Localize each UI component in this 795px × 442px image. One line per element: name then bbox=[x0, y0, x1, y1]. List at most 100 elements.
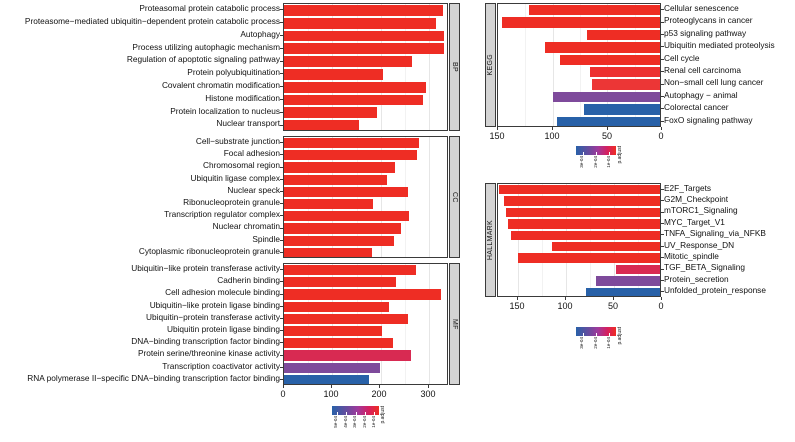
bar bbox=[499, 185, 660, 195]
category-tick bbox=[280, 190, 283, 192]
category-label: Ubiquitin−protein transferase activity bbox=[146, 311, 280, 322]
category-label: Protein serine/threonine kinase activity bbox=[137, 348, 280, 359]
category-tick bbox=[661, 188, 664, 190]
gridline-minor bbox=[580, 4, 581, 126]
category-label: Covalent chromatin modification bbox=[161, 80, 280, 90]
bar bbox=[284, 120, 359, 130]
facet-strip-bp: BP bbox=[449, 3, 460, 131]
facet-strip-label: KEGG bbox=[487, 54, 494, 76]
category-tick bbox=[280, 124, 283, 126]
facet-strip-kegg: KEGG bbox=[485, 3, 496, 127]
bar bbox=[284, 107, 377, 119]
bar bbox=[284, 56, 412, 67]
gridline-minor bbox=[357, 137, 358, 257]
bar bbox=[596, 276, 660, 286]
category-label: Colorectal cancer bbox=[664, 102, 729, 113]
category-tick bbox=[661, 222, 664, 224]
legend-tick-mark bbox=[582, 333, 584, 336]
legend-title: p.adjust bbox=[617, 327, 623, 345]
bar bbox=[284, 94, 423, 106]
legend-tick-label: 1e-04 bbox=[605, 337, 611, 349]
category-tick bbox=[661, 21, 664, 23]
axis-tick-label: 100 bbox=[323, 389, 339, 399]
category-tick bbox=[661, 58, 664, 60]
category-label: Cell−substrate junction bbox=[195, 135, 280, 146]
category-tick bbox=[280, 22, 283, 24]
gridline-major bbox=[381, 137, 382, 257]
bar bbox=[284, 30, 444, 42]
axis-tick-label: 0 bbox=[658, 301, 664, 311]
gridline-major bbox=[429, 4, 430, 130]
category-tick bbox=[661, 291, 664, 293]
panel-cc bbox=[283, 136, 448, 258]
legend-gradient bbox=[332, 406, 379, 415]
gridline-major bbox=[332, 4, 333, 130]
category-tick bbox=[280, 281, 283, 283]
gridline-major bbox=[553, 4, 554, 126]
bar bbox=[284, 17, 436, 29]
bar bbox=[284, 186, 408, 197]
category-tick bbox=[280, 305, 283, 307]
legend-title: p.adjust bbox=[617, 146, 623, 164]
category-label: Protein_secretion bbox=[664, 273, 729, 284]
gridline-major bbox=[429, 137, 430, 257]
gridline-major bbox=[332, 264, 333, 384]
category-label: Ubiquitin−like protein transferase activ… bbox=[131, 262, 280, 273]
axis-tick-label: 300 bbox=[420, 389, 436, 399]
category-label: Nuclear chromatin bbox=[212, 221, 280, 232]
category-tick bbox=[280, 215, 283, 217]
category-label: Protein polyubiquitination bbox=[187, 67, 280, 78]
category-tick bbox=[280, 269, 283, 271]
category-tick bbox=[280, 47, 283, 49]
category-tick bbox=[280, 366, 283, 368]
category-label: Histone modification bbox=[205, 92, 280, 103]
gridline-minor bbox=[357, 264, 358, 384]
legend-tick-mark bbox=[336, 412, 338, 415]
gridline-major bbox=[518, 184, 519, 296]
axis-tick bbox=[497, 127, 498, 130]
legend-tick-mark bbox=[596, 333, 597, 336]
axis-tick bbox=[283, 385, 284, 388]
bar bbox=[508, 219, 660, 229]
category-label: Spindle bbox=[252, 233, 280, 244]
axis-tick-label: 100 bbox=[557, 301, 573, 311]
gridline-minor bbox=[308, 264, 309, 384]
gridline-major bbox=[332, 137, 333, 257]
bar bbox=[553, 91, 660, 103]
category-tick bbox=[661, 268, 664, 270]
bar bbox=[284, 265, 416, 276]
legend-tick-label: 1e-04 bbox=[605, 156, 611, 168]
category-tick bbox=[661, 211, 664, 213]
bar bbox=[284, 211, 409, 222]
bar bbox=[284, 81, 426, 93]
axis-tick bbox=[428, 385, 429, 388]
category-tick bbox=[280, 73, 283, 75]
gridline-major bbox=[429, 264, 430, 384]
category-label: Ubiquitin−like protein ligase binding bbox=[149, 299, 280, 310]
bar bbox=[584, 104, 660, 115]
axis-tick bbox=[552, 127, 553, 130]
category-tick bbox=[280, 35, 283, 36]
category-tick bbox=[280, 60, 283, 62]
bar bbox=[284, 69, 383, 80]
category-tick bbox=[661, 120, 664, 122]
category-tick bbox=[280, 354, 283, 356]
facet-strip-label: CC bbox=[451, 191, 458, 203]
bar bbox=[284, 277, 396, 288]
bar bbox=[518, 253, 660, 263]
bar bbox=[511, 230, 660, 240]
bar bbox=[284, 301, 389, 312]
category-label: Ubiquitin ligase complex bbox=[190, 172, 280, 183]
category-tick bbox=[280, 342, 283, 344]
category-label: mTORC1_Signaling bbox=[664, 205, 738, 216]
legend-tick-mark bbox=[582, 152, 584, 155]
gridline-major bbox=[614, 184, 615, 296]
gridline-minor bbox=[308, 137, 309, 257]
legend-tick-label: 5e-04 bbox=[333, 416, 339, 428]
axis-tick bbox=[379, 385, 380, 388]
category-label: Ribonucleoprotein granule bbox=[183, 196, 280, 207]
category-tick bbox=[661, 234, 664, 236]
gridline-minor bbox=[635, 4, 636, 126]
category-label: Mitotic_spindle bbox=[664, 250, 719, 261]
